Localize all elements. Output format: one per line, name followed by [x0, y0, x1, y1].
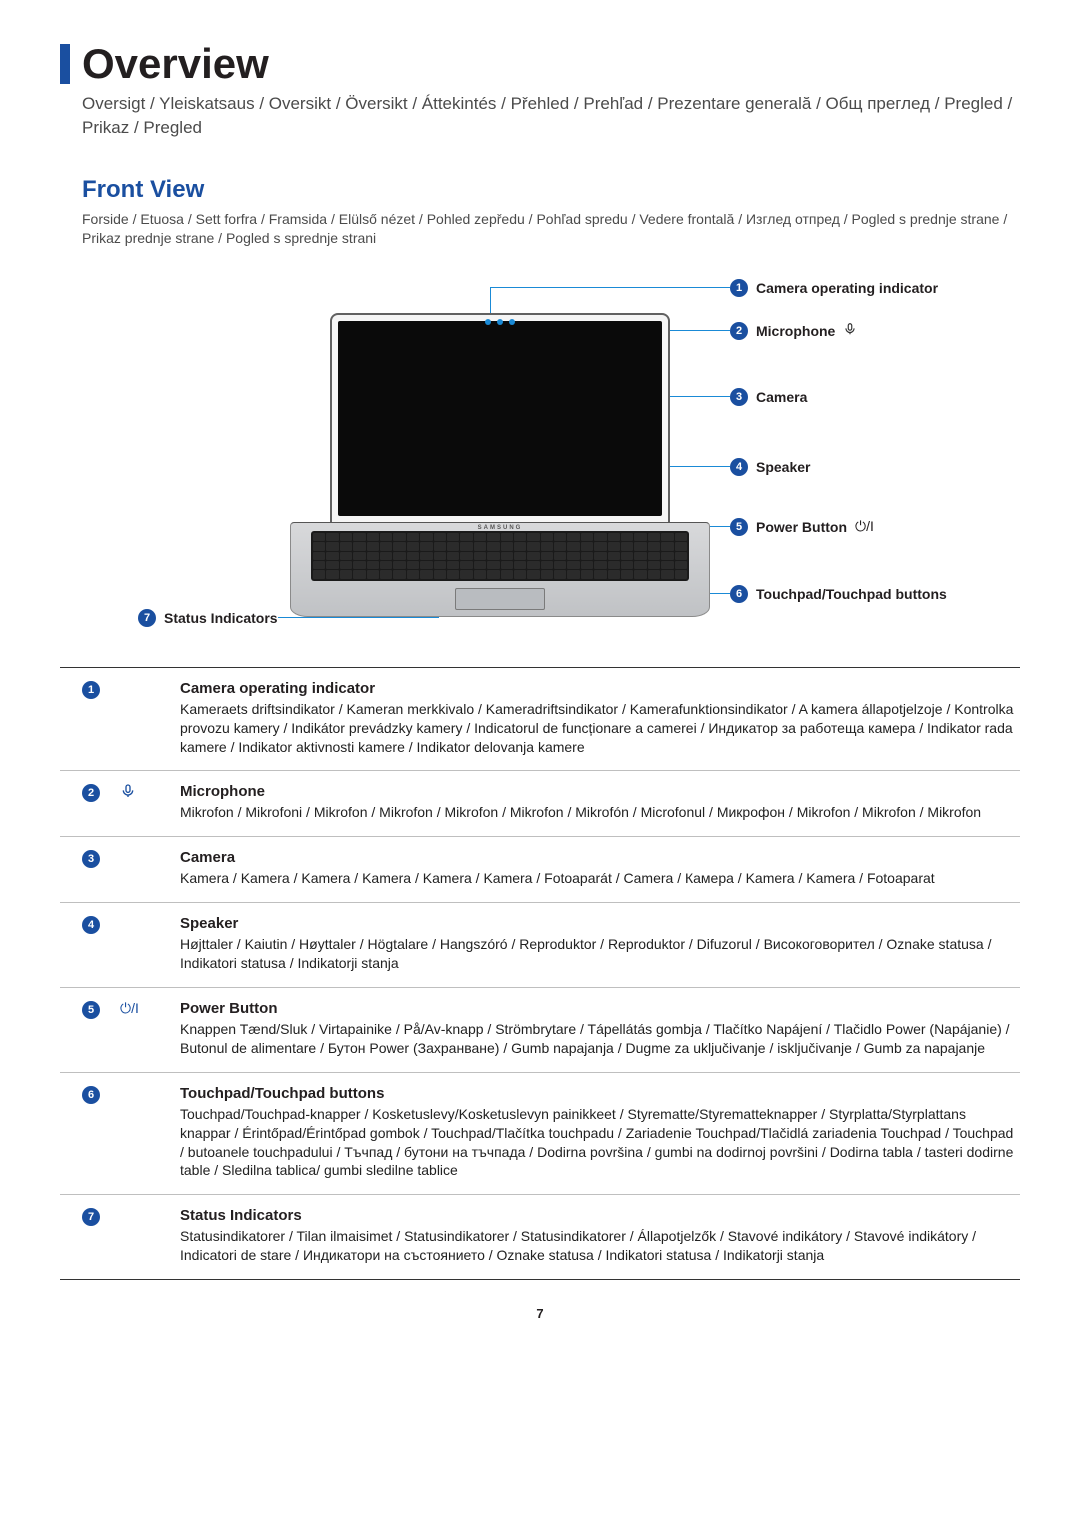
- description-row: 6Touchpad/Touchpad buttonsTouchpad/Touch…: [60, 1073, 1020, 1196]
- row-badge: 5: [82, 1001, 100, 1019]
- description-row: 5 ⏻/IPower Button Knappen Tænd/Sluk / Virt…: [60, 988, 1020, 1073]
- row-badge-col: 7: [60, 1207, 120, 1265]
- row-badge: 1: [82, 681, 100, 699]
- callout-1: 1 Camera operating indicator: [730, 279, 938, 297]
- description-row: 1 Camera operating indicator Kameraets dri…: [60, 668, 1020, 772]
- callout-label: Camera operating indicator: [756, 280, 938, 296]
- row-text-col: Camera operating indicator Kameraets drif…: [180, 680, 1020, 757]
- row-text-col: Microphone Mikrofon / Mikrofoni / Mikrofo…: [180, 783, 1020, 822]
- row-text-col: Speaker Højttaler / Kaiutin / Høyttaler /…: [180, 915, 1020, 973]
- callout-4: 4 Speaker: [730, 458, 810, 476]
- row-badge: 2: [82, 784, 100, 802]
- leader-line: [278, 617, 438, 618]
- page-title-row: Overview: [60, 40, 1020, 88]
- laptop-base: SAMSUNG: [290, 522, 710, 617]
- row-body: Kameraets driftsindikator / Kameran merk…: [180, 700, 1020, 757]
- power-icon: ⏻/I: [855, 518, 874, 535]
- leader-line: [490, 287, 730, 288]
- row-title: Camera: [180, 849, 1020, 866]
- description-row: 3 Camera Kamera / Kamera / Kamera / Kamera…: [60, 837, 1020, 903]
- row-icon-col: [120, 783, 180, 822]
- callout-label: Touchpad/Touchpad buttons: [756, 586, 947, 602]
- row-body: Kamera / Kamera / Kamera / Kamera / Kame…: [180, 869, 1020, 888]
- row-badge: 4: [82, 916, 100, 934]
- row-badge-col: 3: [60, 849, 120, 888]
- callout-label: Status Indicators: [164, 610, 278, 626]
- row-badge-col: 4: [60, 915, 120, 973]
- row-badge-col: 6: [60, 1085, 120, 1181]
- page-number: 7: [60, 1306, 1020, 1321]
- row-title: Power Button: [180, 1000, 1020, 1017]
- microphone-icon: [843, 322, 857, 339]
- description-row: 4 Speaker Højttaler / Kaiutin / Høyttaler …: [60, 903, 1020, 988]
- callout-badge: 7: [138, 609, 156, 627]
- row-icon-col: [120, 1207, 180, 1265]
- callout-2: 2 Microphone: [730, 322, 857, 340]
- laptop-screen: [338, 321, 662, 516]
- callout-5: 5 Power Button ⏻/I: [730, 518, 874, 536]
- camera-dot: [497, 319, 503, 325]
- callout-3: 3 Camera: [730, 388, 807, 406]
- row-badge-col: 5: [60, 1000, 120, 1058]
- row-body: Mikrofon / Mikrofoni / Mikrofon / Mikrof…: [180, 803, 1020, 822]
- mic-dot: [509, 319, 515, 325]
- brand-text: SAMSUNG: [478, 525, 523, 531]
- row-title: Speaker: [180, 915, 1020, 932]
- description-table: 1 Camera operating indicator Kameraets dri…: [60, 667, 1020, 1280]
- section-translations: Forside / Etuosa / Sett forfra / Framsid…: [82, 210, 1020, 249]
- callout-label: Power Button: [756, 519, 847, 535]
- row-icon-col: [120, 1085, 180, 1181]
- row-badge: 7: [82, 1208, 100, 1226]
- description-row: 2 Microphone Mikrofon / Mikrofoni / Mikrof…: [60, 771, 1020, 837]
- section-heading: Front View: [82, 176, 1020, 204]
- keyboard: [311, 531, 689, 581]
- row-title: Status Indicators: [180, 1207, 1020, 1224]
- row-body: Knappen Tænd/Sluk / Virtapainike / På/Av…: [180, 1020, 1020, 1058]
- callout-badge: 2: [730, 322, 748, 340]
- laptop-illustration: SAMSUNG: [290, 313, 710, 617]
- callout-label: Speaker: [756, 459, 810, 475]
- row-icon-col: [120, 680, 180, 757]
- laptop-lid: [330, 313, 670, 524]
- row-badge: 6: [82, 1086, 100, 1104]
- row-icon-col: ⏻/I: [120, 1000, 180, 1058]
- callout-7: 7 Status Indicators: [138, 609, 278, 627]
- title-accent-bar: [60, 44, 70, 84]
- row-icon-col: [120, 849, 180, 888]
- row-title: Touchpad/Touchpad buttons: [180, 1085, 1020, 1102]
- row-badge-col: 1: [60, 680, 120, 757]
- row-title: Camera operating indicator: [180, 680, 1020, 697]
- camera-dots: [485, 319, 515, 325]
- row-body: Højttaler / Kaiutin / Høyttaler / Högtal…: [180, 935, 1020, 973]
- row-body: Touchpad/Touchpad-knapper / Kosketuslevy…: [180, 1105, 1020, 1181]
- description-row: 7 Status Indicators Statusindikatorer / Ti…: [60, 1195, 1020, 1280]
- callout-badge: 6: [730, 585, 748, 603]
- callout-badge: 5: [730, 518, 748, 536]
- row-text-col: Touchpad/Touchpad buttons Touchpad/Touchp…: [180, 1085, 1020, 1181]
- callout-badge: 3: [730, 388, 748, 406]
- row-text-col: Camera Kamera / Kamera / Kamera / Kamera …: [180, 849, 1020, 888]
- row-title: Microphone: [180, 783, 1020, 800]
- mic-dot: [485, 319, 491, 325]
- row-badge-col: 2: [60, 783, 120, 822]
- row-text-col: Status Indicators Statusindikatorer / Til…: [180, 1207, 1020, 1265]
- touchpad: [455, 588, 545, 610]
- callout-6: 6 Touchpad/Touchpad buttons: [730, 585, 947, 603]
- title-translations: Oversigt / Yleiskatsaus / Oversikt / Öve…: [82, 92, 1020, 140]
- callout-label: Camera: [756, 389, 807, 405]
- row-text-col: Power Button Knappen Tænd/Sluk / Virtapai…: [180, 1000, 1020, 1058]
- row-badge: 3: [82, 850, 100, 868]
- row-icon-col: [120, 915, 180, 973]
- callout-label: Microphone: [756, 323, 835, 339]
- callout-badge: 1: [730, 279, 748, 297]
- callout-badge: 4: [730, 458, 748, 476]
- front-view-diagram: SAMSUNG 1 Camera operating indicator 2 M…: [60, 277, 1020, 637]
- row-body: Statusindikatorer / Tilan ilmaisimet / S…: [180, 1227, 1020, 1265]
- page-title: Overview: [82, 40, 269, 88]
